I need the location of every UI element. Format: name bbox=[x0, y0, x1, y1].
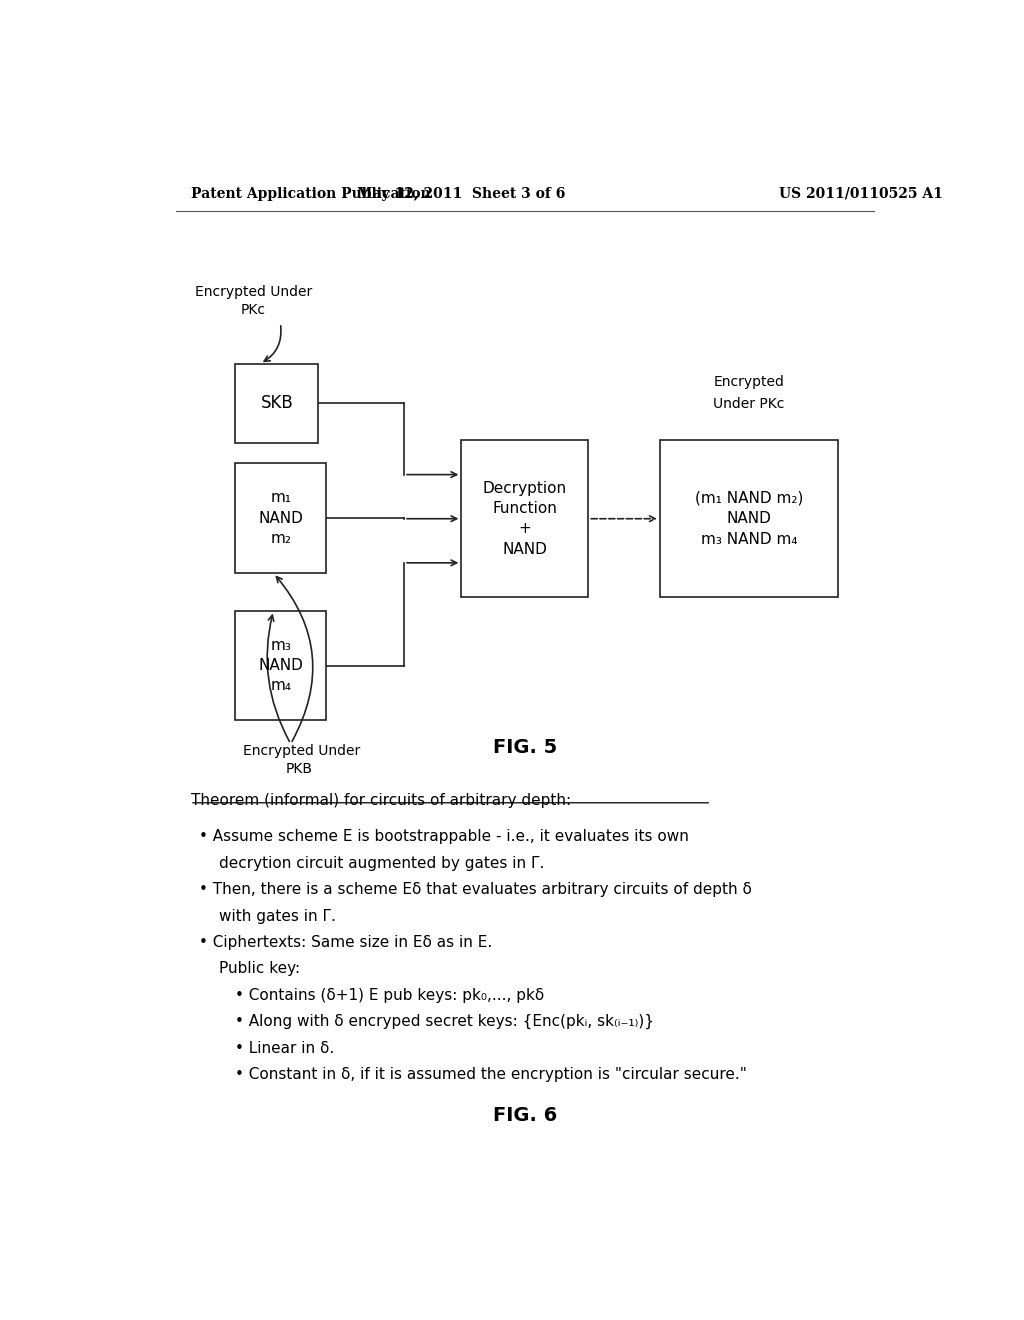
Text: PKB: PKB bbox=[285, 762, 312, 776]
Text: May 12, 2011  Sheet 3 of 6: May 12, 2011 Sheet 3 of 6 bbox=[357, 187, 565, 201]
Text: SKB: SKB bbox=[260, 395, 293, 412]
Text: • Contains (δ+1) E pub keys: pk₀,..., pkδ: • Contains (δ+1) E pub keys: pk₀,..., pk… bbox=[236, 987, 545, 1003]
Text: Encrypted: Encrypted bbox=[714, 375, 784, 389]
Text: m₁
NAND
m₂: m₁ NAND m₂ bbox=[258, 490, 303, 546]
Text: Under PKᴄ: Under PKᴄ bbox=[714, 397, 784, 412]
Text: Encrypted Under: Encrypted Under bbox=[243, 744, 360, 758]
Text: FIG. 5: FIG. 5 bbox=[493, 738, 557, 758]
Text: • Then, there is a scheme Eδ that evaluates arbitrary circuits of depth δ: • Then, there is a scheme Eδ that evalua… bbox=[200, 882, 753, 898]
Text: PKᴄ: PKᴄ bbox=[241, 304, 266, 317]
FancyBboxPatch shape bbox=[236, 364, 318, 444]
Text: • Along with δ encryped secret keys: {Enc(pkᵢ, sk₍ᵢ₋₁₎)}: • Along with δ encryped secret keys: {En… bbox=[236, 1014, 654, 1030]
Text: (m₁ NAND m₂)
NAND
m₃ NAND m₄: (m₁ NAND m₂) NAND m₃ NAND m₄ bbox=[695, 491, 803, 546]
FancyBboxPatch shape bbox=[659, 440, 839, 598]
Text: Encrypted Under: Encrypted Under bbox=[195, 285, 312, 298]
FancyBboxPatch shape bbox=[236, 463, 327, 573]
Text: Theorem (informal) for circuits of arbitrary depth:: Theorem (informal) for circuits of arbit… bbox=[191, 792, 571, 808]
FancyBboxPatch shape bbox=[236, 611, 327, 721]
Text: • Ciphertexts: Same size in Eδ as in E.: • Ciphertexts: Same size in Eδ as in E. bbox=[200, 935, 493, 950]
Text: Decryption
Function
+
NAND: Decryption Function + NAND bbox=[482, 480, 567, 557]
Text: Public key:: Public key: bbox=[219, 961, 300, 977]
Text: FIG. 6: FIG. 6 bbox=[493, 1106, 557, 1126]
Text: decrytion circuit augmented by gates in Γ.: decrytion circuit augmented by gates in … bbox=[219, 855, 545, 871]
Text: • Assume scheme E is bootstrappable - i.e., it evaluates its own: • Assume scheme E is bootstrappable - i.… bbox=[200, 829, 689, 845]
FancyBboxPatch shape bbox=[461, 440, 588, 598]
Text: • Constant in δ, if it is assumed the encryption is "circular secure.": • Constant in δ, if it is assumed the en… bbox=[236, 1067, 748, 1082]
Text: Patent Application Publication: Patent Application Publication bbox=[191, 187, 431, 201]
Text: m₃
NAND
m₄: m₃ NAND m₄ bbox=[258, 638, 303, 693]
Text: US 2011/0110525 A1: US 2011/0110525 A1 bbox=[778, 187, 943, 201]
Text: • Linear in δ.: • Linear in δ. bbox=[236, 1040, 335, 1056]
Text: with gates in Γ.: with gates in Γ. bbox=[219, 908, 336, 924]
